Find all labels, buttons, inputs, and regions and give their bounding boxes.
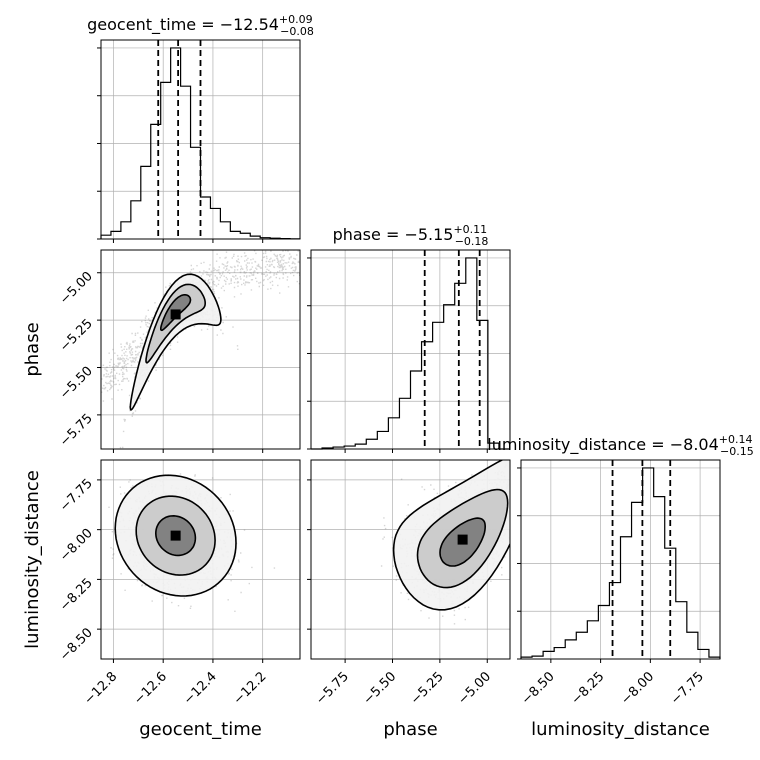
panel-content bbox=[101, 460, 276, 612]
x-axis-label-geocent_time: geocent_time bbox=[139, 719, 262, 740]
y-tick-label: −7.75 bbox=[57, 476, 96, 515]
hist-panel-luminosity_distance bbox=[517, 459, 721, 660]
y-tick-label: −8.25 bbox=[57, 576, 96, 615]
panel-frame bbox=[100, 459, 301, 660]
x-tick-label: −5.75 bbox=[313, 669, 352, 708]
hist-panel-phase bbox=[307, 249, 511, 450]
x-tick-label: −8.00 bbox=[618, 669, 657, 708]
contour-line-1 bbox=[135, 495, 216, 576]
y-axis-label-luminosity_distance: luminosity_distance bbox=[22, 470, 43, 649]
density-peak bbox=[170, 309, 181, 320]
y-tick-label: −5.25 bbox=[57, 316, 96, 355]
histogram-bars-phase bbox=[311, 257, 510, 450]
density-peak bbox=[457, 534, 468, 545]
panels bbox=[97, 39, 721, 660]
title-luminosity_distance: luminosity_distance = −8.04+0.14 −0.15 bbox=[487, 433, 753, 458]
x-tick-label: −8.25 bbox=[569, 669, 608, 708]
panel-background bbox=[311, 250, 510, 449]
x-tick-label: −12.2 bbox=[231, 669, 270, 708]
scatter-panel-phase-luminosity_distance bbox=[310, 459, 511, 660]
hist-panel-geocent_time bbox=[97, 39, 301, 240]
title-phase: phase = −5.15+0.11 −0.18 bbox=[333, 223, 489, 248]
x-axis-label-luminosity_distance: luminosity_distance bbox=[531, 719, 710, 740]
panel-content bbox=[380, 460, 510, 625]
contour-line-0 bbox=[439, 517, 487, 567]
x-tick-label: −12.4 bbox=[181, 669, 220, 708]
y-tick-label: −8.00 bbox=[57, 526, 96, 565]
x-tick-label: −5.00 bbox=[455, 669, 494, 708]
x-tick-label: −12.8 bbox=[81, 669, 120, 708]
scatter-panel-geocent_time-phase bbox=[100, 249, 301, 450]
y-tick-label: −5.50 bbox=[57, 364, 96, 403]
contour-line-0 bbox=[160, 294, 192, 332]
scatter-panel-geocent_time-luminosity_distance bbox=[100, 459, 301, 660]
panel-frame bbox=[100, 39, 301, 240]
x-tick-label: −5.25 bbox=[408, 669, 447, 708]
x-tick-label: −7.75 bbox=[668, 669, 707, 708]
contour-line-2 bbox=[129, 273, 222, 411]
panel-frame bbox=[520, 459, 721, 660]
x-tick-label: −5.50 bbox=[361, 669, 400, 708]
contour-line-0 bbox=[154, 514, 197, 557]
x-tick-label: −8.50 bbox=[519, 669, 558, 708]
panel-frame bbox=[100, 249, 301, 450]
y-axis-label-phase: phase bbox=[22, 322, 43, 376]
title-geocent_time: geocent_time = −12.54+0.09 −0.08 bbox=[87, 13, 314, 38]
histogram-bars-luminosity_distance bbox=[520, 467, 721, 659]
contour-line-2 bbox=[392, 460, 510, 611]
contour-line-1 bbox=[416, 488, 509, 589]
contour-line-2 bbox=[114, 474, 237, 597]
contour-line-1 bbox=[145, 283, 207, 364]
density-peak bbox=[170, 530, 181, 541]
y-tick-label: −8.50 bbox=[57, 625, 96, 664]
panel-content bbox=[101, 250, 300, 449]
x-tick-label: −12.6 bbox=[131, 669, 170, 708]
y-tick-label: −5.00 bbox=[57, 269, 96, 308]
x-axis-label-phase: phase bbox=[383, 719, 437, 740]
y-tick-label: −5.75 bbox=[57, 411, 96, 450]
panel-frame bbox=[310, 249, 511, 450]
panel-frame bbox=[310, 459, 511, 660]
